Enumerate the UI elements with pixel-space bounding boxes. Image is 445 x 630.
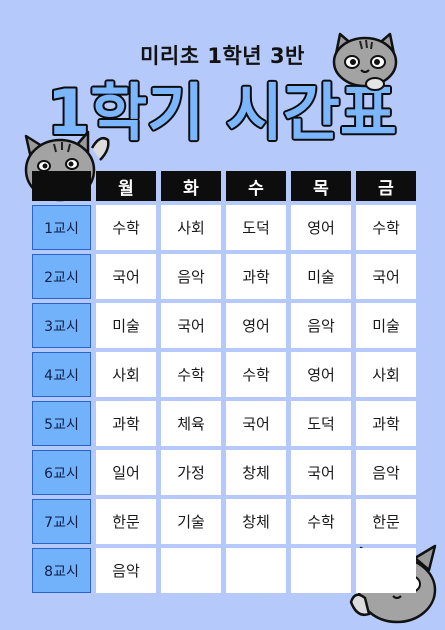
subject-cell: 영어 xyxy=(291,205,351,250)
subject-cell: 영어 xyxy=(291,352,351,397)
subject-cell: 수학 xyxy=(226,352,286,397)
period-label: 6교시 xyxy=(32,450,91,495)
subject-cell: 체육 xyxy=(161,401,221,446)
day-header: 화 xyxy=(161,171,221,201)
subject-cell xyxy=(291,548,351,593)
header-corner xyxy=(32,171,91,201)
subject-cell: 기술 xyxy=(161,499,221,544)
subject-cell: 국어 xyxy=(96,254,156,299)
period-label: 2교시 xyxy=(32,254,91,299)
subject-cell: 미술 xyxy=(356,303,416,348)
subject-cell xyxy=(161,548,221,593)
subject-cell: 과학 xyxy=(96,401,156,446)
subject-cell: 수학 xyxy=(291,499,351,544)
page-title: 1학기 시간표 xyxy=(0,72,445,152)
subject-cell: 도덕 xyxy=(226,205,286,250)
title-text: 1학기 시간표 xyxy=(47,76,397,149)
subject-cell: 수학 xyxy=(161,352,221,397)
subject-cell: 창체 xyxy=(226,499,286,544)
period-label: 7교시 xyxy=(32,499,91,544)
subject-cell: 음악 xyxy=(161,254,221,299)
subject-cell: 미술 xyxy=(96,303,156,348)
subject-cell xyxy=(226,548,286,593)
subject-cell: 미술 xyxy=(291,254,351,299)
cat-illustration-top-right xyxy=(330,32,400,92)
day-header: 월 xyxy=(96,171,156,201)
subject-cell: 도덕 xyxy=(291,401,351,446)
subject-cell: 일어 xyxy=(96,450,156,495)
subject-cell: 창체 xyxy=(226,450,286,495)
day-header: 목 xyxy=(291,171,351,201)
subject-cell: 수학 xyxy=(96,205,156,250)
subject-cell: 국어 xyxy=(226,401,286,446)
subject-cell: 수학 xyxy=(356,205,416,250)
subject-cell: 사회 xyxy=(356,352,416,397)
subject-cell: 국어 xyxy=(161,303,221,348)
subject-cell: 음악 xyxy=(96,548,156,593)
subject-cell: 음악 xyxy=(291,303,351,348)
subject-cell: 가정 xyxy=(161,450,221,495)
day-header: 금 xyxy=(356,171,416,201)
class-subtitle: 미리초 1학년 3반 xyxy=(140,44,305,68)
subject-cell xyxy=(356,548,416,593)
subject-cell: 음악 xyxy=(356,450,416,495)
subject-cell: 한문 xyxy=(96,499,156,544)
subject-cell: 사회 xyxy=(161,205,221,250)
subject-cell: 국어 xyxy=(291,450,351,495)
period-label: 8교시 xyxy=(32,548,91,593)
period-label: 4교시 xyxy=(32,352,91,397)
subject-cell: 사회 xyxy=(96,352,156,397)
timetable: 월 화 수 목 금 1교시 수학 사회 도덕 영어 수학 2교시 국어 음악 과학 미술 국어 3교시 미술 국어 영어… xyxy=(32,171,416,593)
period-label: 1교시 xyxy=(32,205,91,250)
period-label: 3교시 xyxy=(32,303,91,348)
period-label: 5교시 xyxy=(32,401,91,446)
subject-cell: 영어 xyxy=(226,303,286,348)
day-header: 수 xyxy=(226,171,286,201)
subject-cell: 한문 xyxy=(356,499,416,544)
subject-cell: 국어 xyxy=(356,254,416,299)
subject-cell: 과학 xyxy=(356,401,416,446)
subject-cell: 과학 xyxy=(226,254,286,299)
